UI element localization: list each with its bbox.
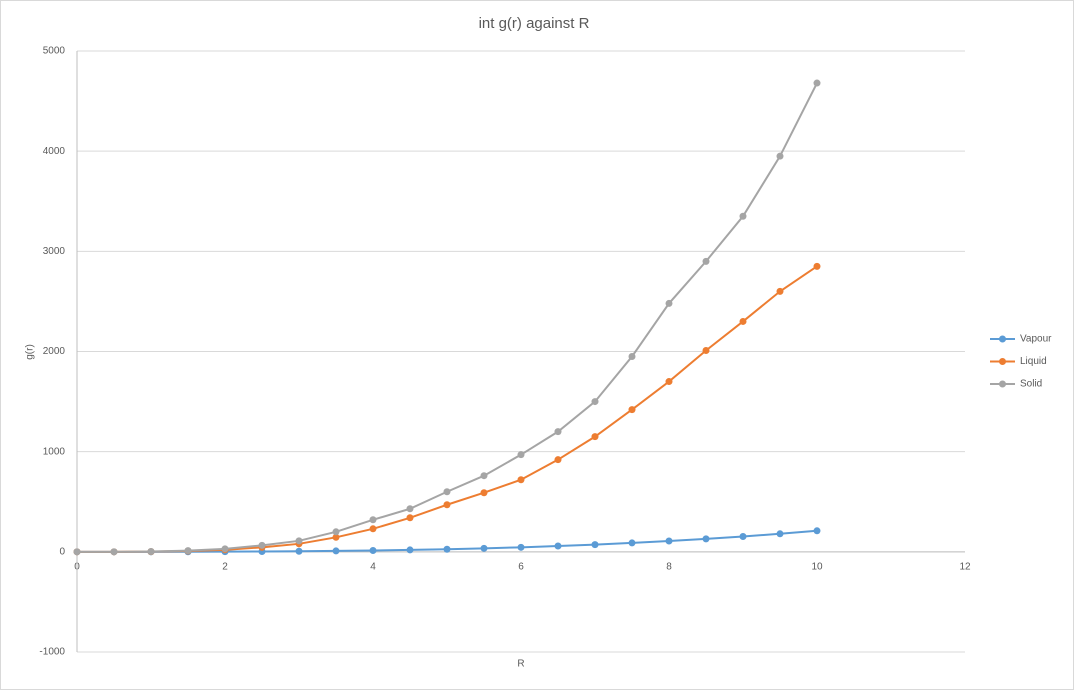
marker <box>369 516 377 524</box>
marker <box>221 545 229 553</box>
marker <box>702 346 710 354</box>
x-tick-label: 2 <box>222 561 228 572</box>
y-tick-label: 4000 <box>43 146 66 157</box>
marker <box>554 428 562 436</box>
legend-marker <box>999 335 1006 343</box>
marker <box>554 542 562 550</box>
x-tick-label: 12 <box>959 561 971 572</box>
marker <box>702 535 710 543</box>
marker <box>369 525 377 533</box>
marker <box>554 456 562 464</box>
marker <box>147 548 155 556</box>
marker <box>813 262 821 270</box>
marker <box>73 548 81 556</box>
marker <box>517 543 525 551</box>
marker <box>628 539 636 547</box>
x-tick-label: 10 <box>811 561 823 572</box>
y-tick-label: 1000 <box>43 446 66 457</box>
x-tick-label: 4 <box>370 561 376 572</box>
marker <box>628 353 636 361</box>
marker <box>332 547 340 555</box>
legend-marker <box>999 358 1006 365</box>
marker <box>739 212 747 220</box>
x-tick-label: 8 <box>666 561 672 572</box>
y-axis-label: g(r) <box>25 344 36 360</box>
x-tick-label: 6 <box>518 561 524 572</box>
marker <box>332 533 340 541</box>
legend-label: Vapour <box>1020 334 1052 345</box>
marker <box>776 530 784 538</box>
marker <box>591 398 599 406</box>
x-axis-label: R <box>517 659 524 670</box>
y-tick-label: -1000 <box>39 647 65 658</box>
marker <box>258 541 266 549</box>
chart-title: int g(r) against R <box>479 15 590 32</box>
marker <box>665 378 673 386</box>
marker <box>813 527 821 535</box>
marker <box>406 546 414 554</box>
marker <box>332 528 340 536</box>
marker <box>443 501 451 509</box>
y-tick-label: 3000 <box>43 246 66 257</box>
marker <box>295 547 303 555</box>
y-tick-label: 0 <box>59 546 65 557</box>
marker <box>665 299 673 307</box>
marker <box>443 488 451 496</box>
marker <box>591 541 599 549</box>
marker <box>517 451 525 459</box>
marker <box>110 548 118 556</box>
marker <box>406 514 414 522</box>
marker <box>517 476 525 484</box>
marker <box>665 537 673 545</box>
marker <box>702 257 710 265</box>
marker <box>369 547 377 555</box>
marker <box>480 472 488 480</box>
marker <box>591 433 599 441</box>
y-tick-label: 5000 <box>43 46 66 57</box>
marker <box>443 545 451 553</box>
legend-label: Solid <box>1020 379 1042 390</box>
marker <box>739 317 747 325</box>
marker <box>628 406 636 414</box>
marker <box>776 152 784 160</box>
legend-label: Liquid <box>1020 356 1047 367</box>
marker <box>295 537 303 545</box>
marker <box>406 505 414 513</box>
y-tick-label: 2000 <box>43 346 66 357</box>
marker <box>480 489 488 497</box>
marker <box>739 533 747 541</box>
marker <box>184 547 192 555</box>
legend-marker <box>999 380 1006 388</box>
marker <box>813 79 821 87</box>
marker <box>776 287 784 295</box>
marker <box>480 544 488 552</box>
